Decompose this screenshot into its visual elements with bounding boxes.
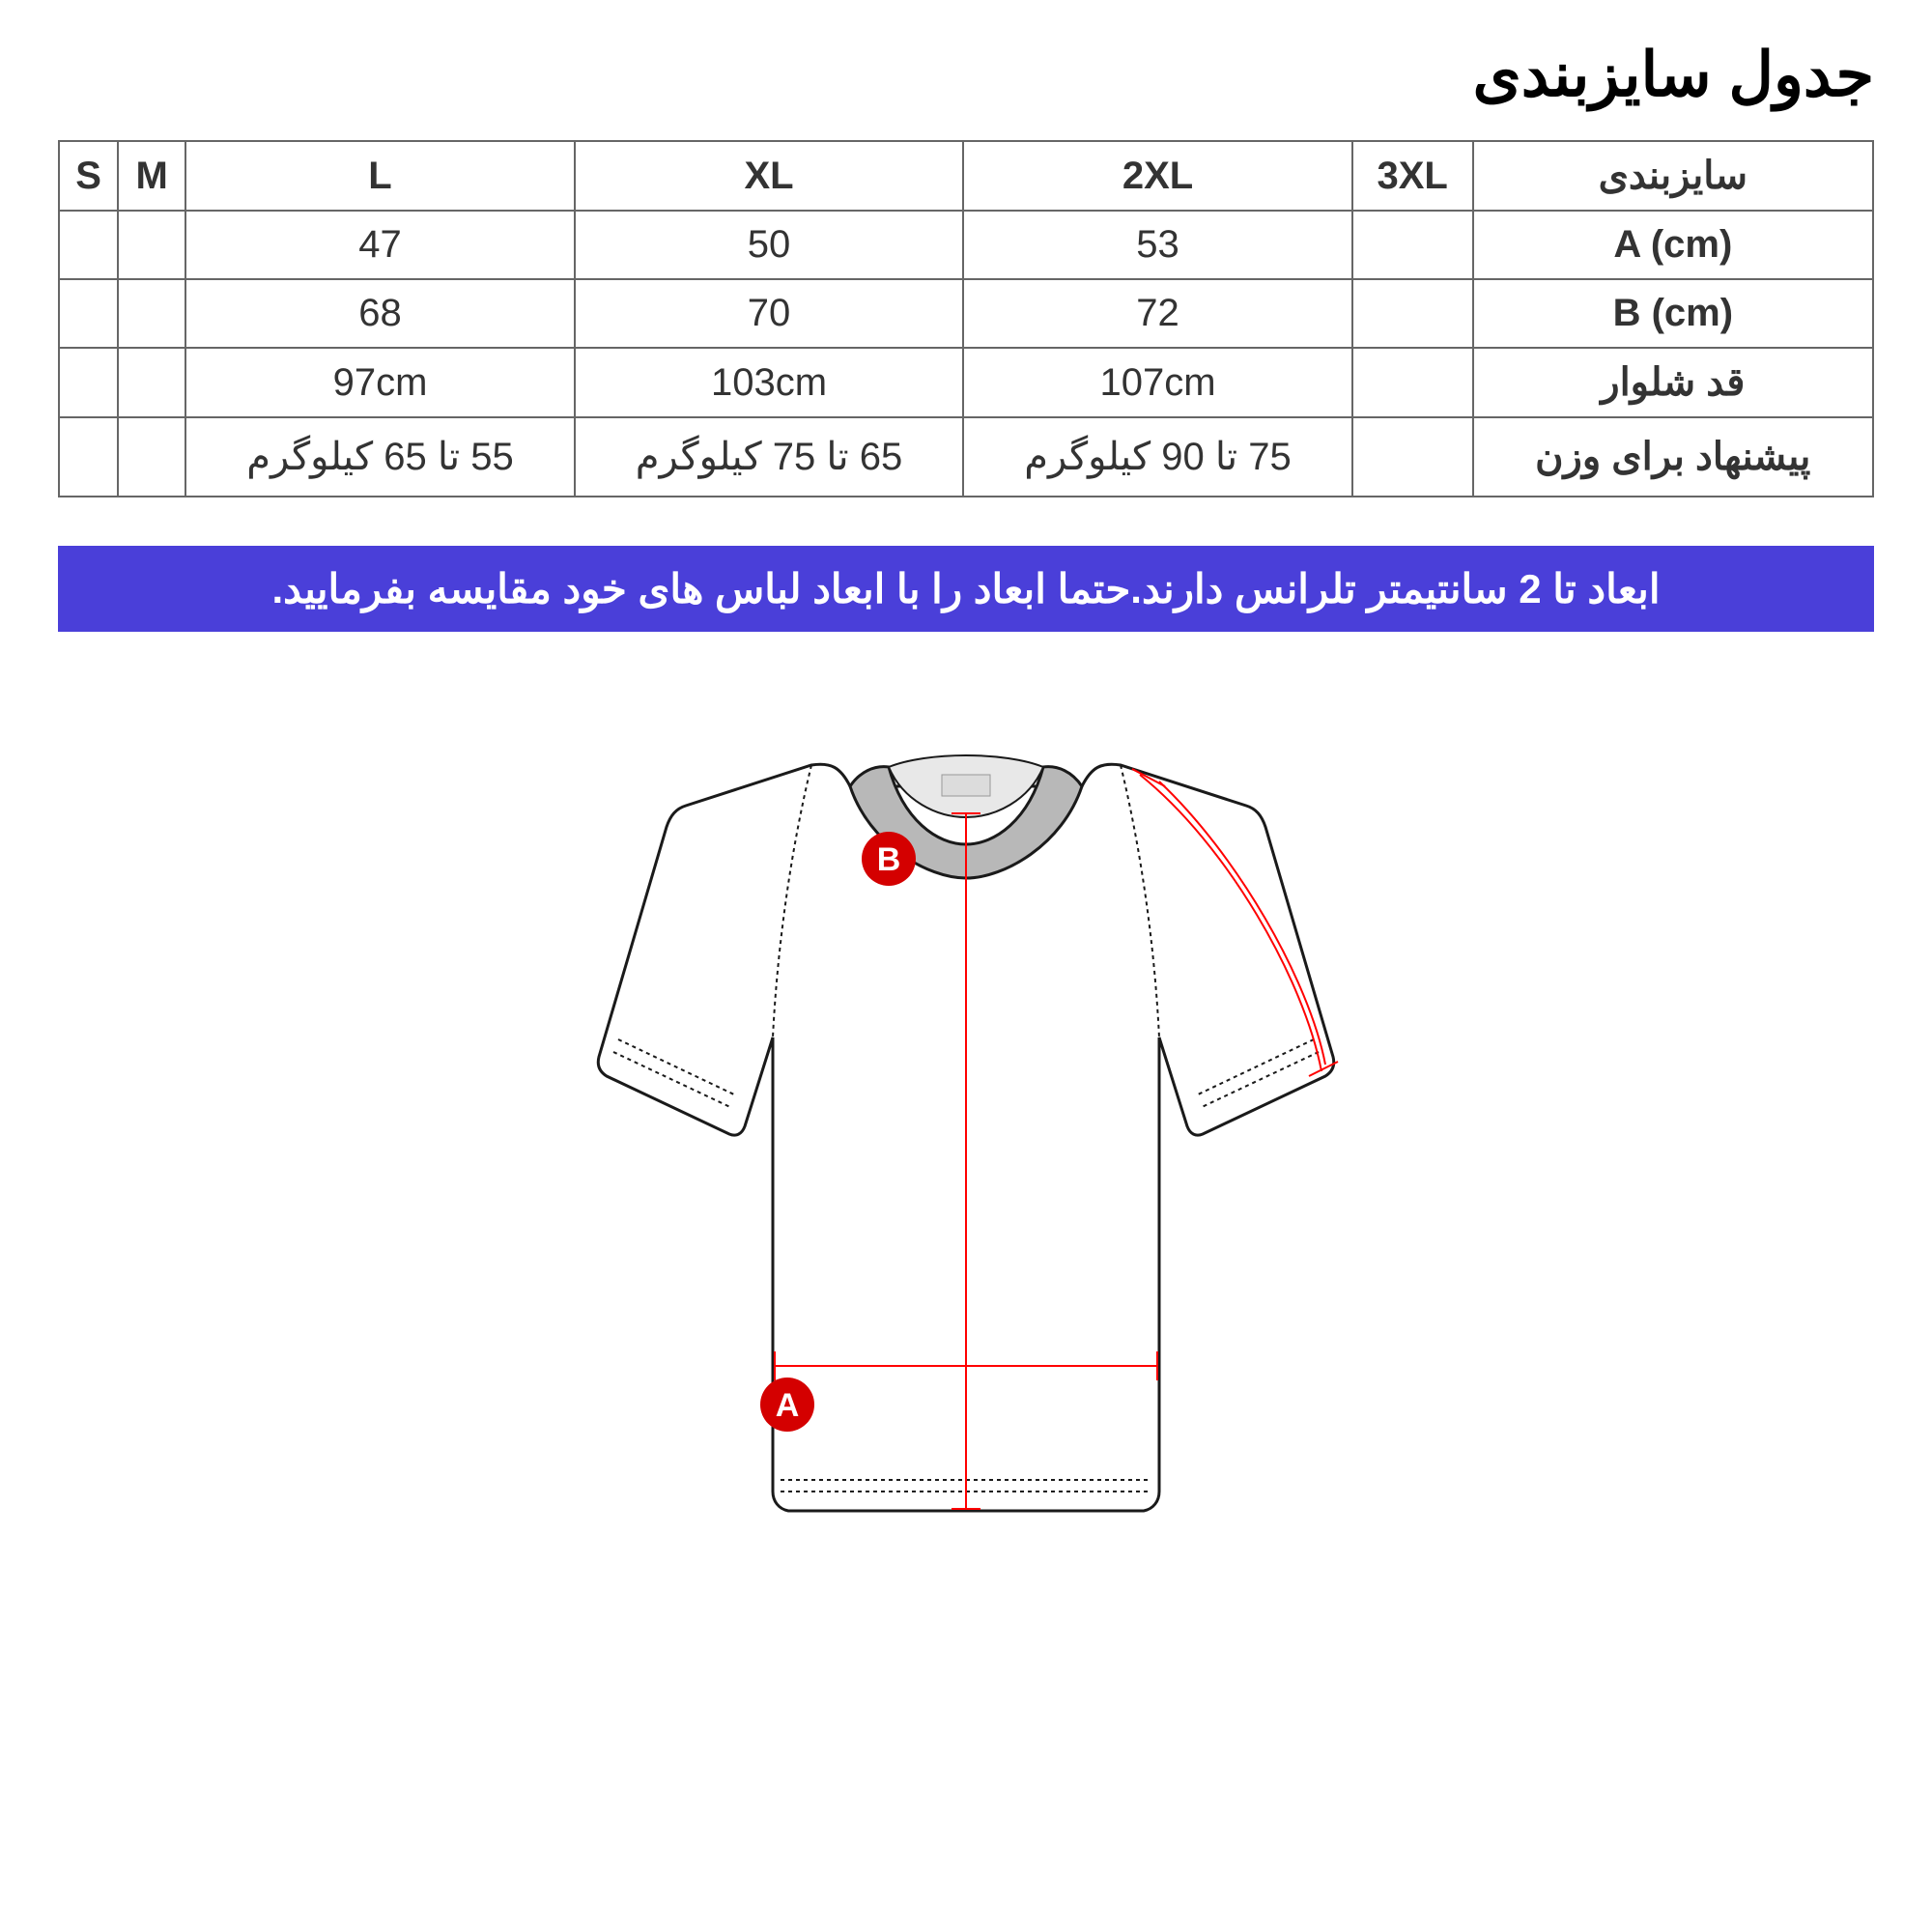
cell: 103cm <box>575 348 964 417</box>
svg-text:A: A <box>776 1387 800 1424</box>
tshirt-diagram: B A <box>58 690 1874 1559</box>
tolerance-notice: ابعاد تا 2 سانتیمتر تلرانس دارند.حتما اب… <box>58 546 1874 632</box>
cell: 50 <box>575 211 964 279</box>
cell: 107cm <box>963 348 1352 417</box>
cell: 55 تا 65 کیلوگرم <box>185 417 575 497</box>
table-row: پیشنهاد برای وزن 75 تا 90 کیلوگرم 65 تا … <box>59 417 1873 497</box>
cell <box>118 417 185 497</box>
size-header: L <box>185 141 575 211</box>
cell <box>118 279 185 348</box>
size-header: S <box>59 141 118 211</box>
cell: 53 <box>963 211 1352 279</box>
cell <box>59 211 118 279</box>
cell: 65 تا 75 کیلوگرم <box>575 417 964 497</box>
cell <box>1352 211 1473 279</box>
table-row: B (cm) 72 70 68 <box>59 279 1873 348</box>
size-header: 3XL <box>1352 141 1473 211</box>
row-label: A (cm) <box>1473 211 1873 279</box>
table-header-row: سایزبندی 3XL 2XL XL L M S <box>59 141 1873 211</box>
size-table: سایزبندی 3XL 2XL XL L M S A (cm) 53 50 4… <box>58 140 1874 497</box>
cell <box>118 211 185 279</box>
cell <box>59 348 118 417</box>
table-row: قد شلوار 107cm 103cm 97cm <box>59 348 1873 417</box>
cell <box>59 279 118 348</box>
cell: 70 <box>575 279 964 348</box>
row-label: قد شلوار <box>1473 348 1873 417</box>
svg-text:B: B <box>877 841 901 878</box>
cell: 75 تا 90 کیلوگرم <box>963 417 1352 497</box>
page-title: جدول سایزبندی <box>58 39 1874 111</box>
cell <box>118 348 185 417</box>
size-header: M <box>118 141 185 211</box>
size-header: XL <box>575 141 964 211</box>
table-row: A (cm) 53 50 47 <box>59 211 1873 279</box>
cell <box>1352 348 1473 417</box>
size-header: 2XL <box>963 141 1352 211</box>
cell: 47 <box>185 211 575 279</box>
cell: 72 <box>963 279 1352 348</box>
cell <box>59 417 118 497</box>
header-label: سایزبندی <box>1473 141 1873 211</box>
cell <box>1352 279 1473 348</box>
row-label: B (cm) <box>1473 279 1873 348</box>
cell <box>1352 417 1473 497</box>
cell: 97cm <box>185 348 575 417</box>
cell: 68 <box>185 279 575 348</box>
row-label: پیشنهاد برای وزن <box>1473 417 1873 497</box>
